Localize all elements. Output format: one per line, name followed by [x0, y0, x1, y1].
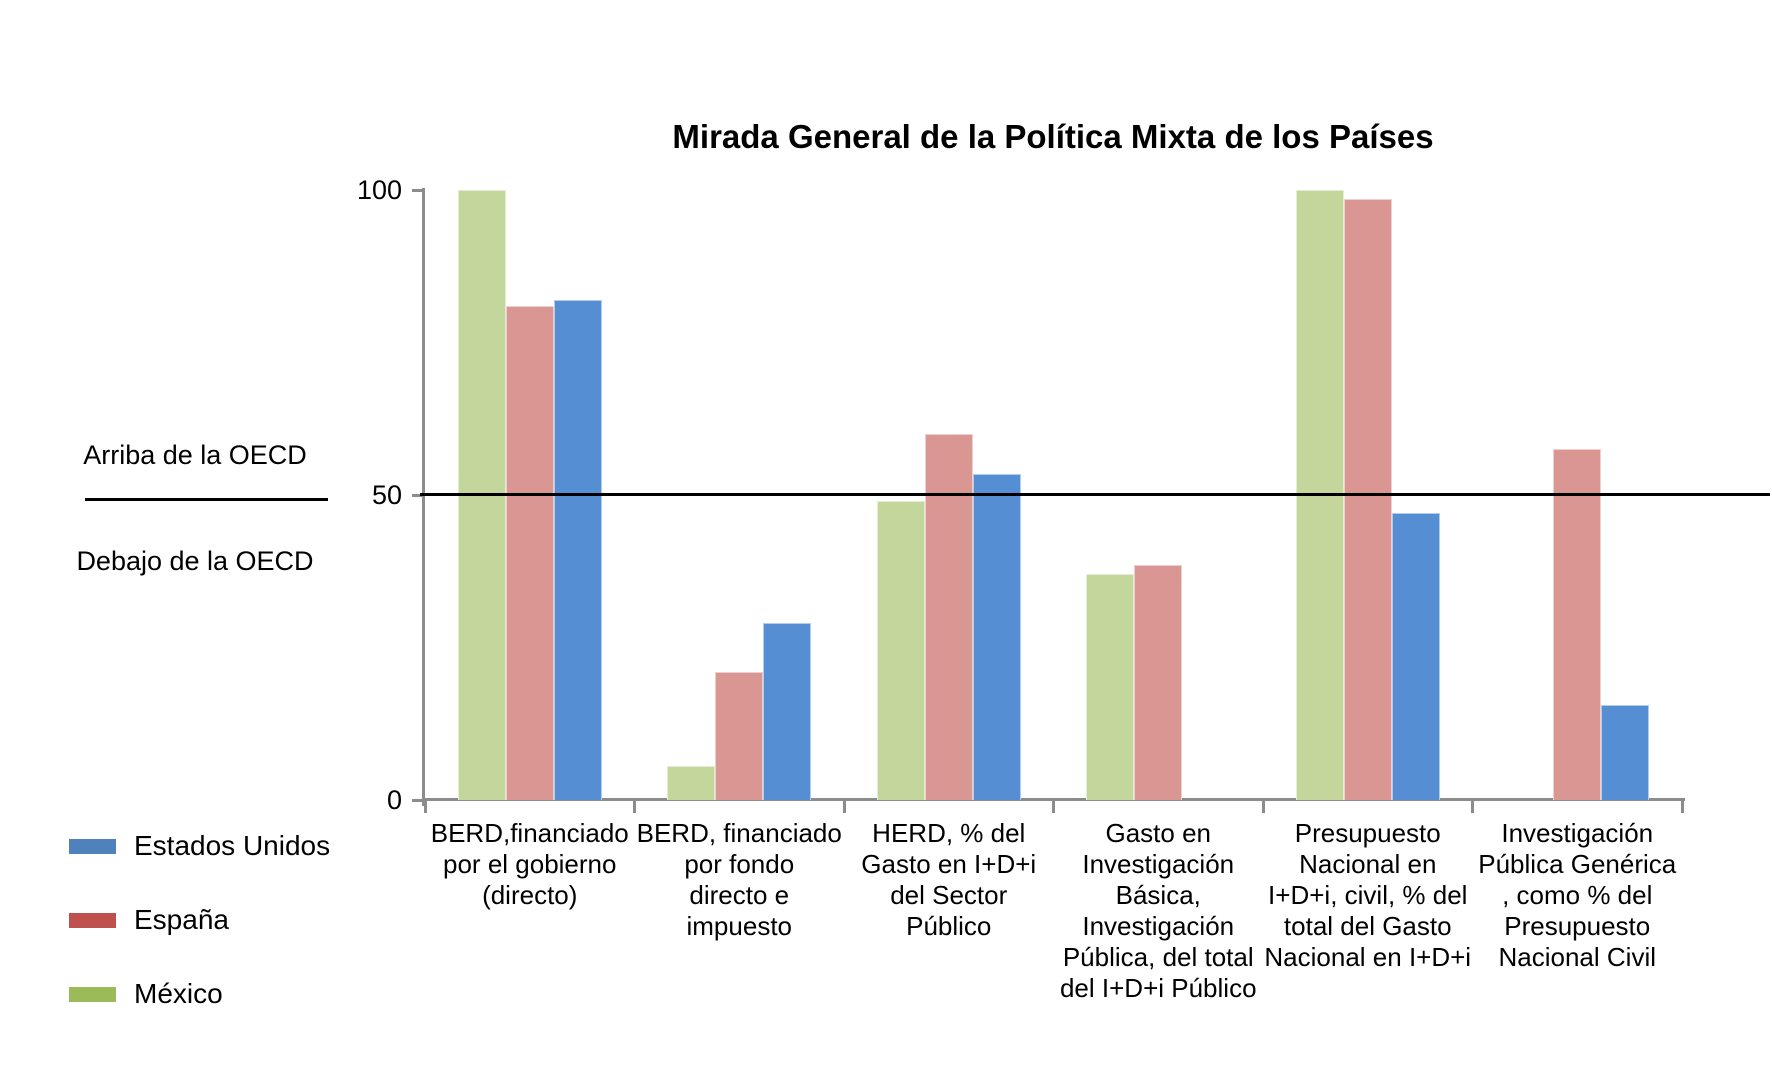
chart-title: Mirada General de la Política Mixta de l… [672, 118, 1434, 155]
above-oecd-label: Arriba de la OECD [83, 440, 307, 470]
x-tick-mark-1 [633, 801, 636, 813]
bar-espana-cat4 [1134, 565, 1183, 800]
bar-espana-cat5 [1343, 199, 1392, 800]
oecd-reference-line [420, 493, 1770, 496]
category-label-6: Investigación Pública Genérica , como % … [1478, 818, 1677, 972]
y-tick-label-0: 0 [386, 785, 402, 815]
legend-label-mexico: México [134, 978, 223, 1009]
y-tick-label-100: 100 [356, 175, 402, 205]
bar-eeuu-cat5 [1391, 513, 1440, 800]
bar-eeuu-cat1 [553, 299, 602, 800]
x-tick-mark-5 [1471, 801, 1474, 813]
category-cell-6: Investigación Pública Genérica , como % … [1473, 190, 1683, 972]
y-tick-mark-0 [412, 798, 423, 802]
y-axis-line [422, 188, 425, 806]
category-cell-4: Gasto en Investigación Básica, Investiga… [1054, 190, 1264, 1003]
bar-eeuu-cat6 [1601, 705, 1650, 800]
category-cell-2: BERD, financiado por fondo directo e imp… [635, 190, 845, 941]
bar-eeuu-cat3 [972, 473, 1021, 800]
x-axis-line [422, 798, 1685, 801]
legend-label-estados-unidos: Estados Unidos [134, 830, 331, 861]
y-tick-mark-100 [412, 188, 423, 192]
bar-espana-cat1 [505, 305, 554, 800]
category-label-3: HERD, % del Gasto en I+D+i del Sector Pú… [861, 818, 1037, 941]
legend-item-espana: España [69, 904, 229, 936]
x-tick-mark-0 [423, 801, 427, 813]
bar-espana-cat3 [924, 434, 973, 800]
bar-mexico-cat3 [876, 501, 925, 800]
legend-item-mexico: México [69, 978, 223, 1010]
y-tick-label-50: 50 [371, 480, 402, 510]
category-label-2: BERD, financiado por fondo directo e imp… [636, 818, 842, 941]
x-tick-mark-3 [1052, 801, 1055, 813]
y-tick-mark-50 [412, 493, 423, 497]
bar-espana-cat6 [1553, 449, 1602, 800]
category-label-1: BERD,financiado por el gobierno (directo… [430, 818, 629, 910]
oecd-reference-line-left-segment [85, 498, 328, 501]
category-label-4: Gasto en Investigación Básica, Investiga… [1059, 818, 1257, 1003]
bar-mexico-cat4 [1086, 574, 1135, 800]
category-cell-3: HERD, % del Gasto en I+D+i del Sector Pú… [844, 190, 1054, 941]
x-tick-mark-4 [1261, 801, 1265, 813]
legend-swatch-espana [69, 912, 116, 928]
legend-label-espana: España [134, 904, 229, 935]
bar-espana-cat2 [715, 671, 764, 800]
x-tick-mark-6 [1680, 801, 1684, 813]
x-tick-mark-2 [842, 801, 846, 813]
legend-item-estados-unidos: Estados Unidos [69, 830, 330, 862]
category-cell-1: BERD,financiado por el gobierno (directo… [425, 190, 635, 910]
bar-mexico-cat2 [667, 766, 716, 800]
legend-swatch-estados-unidos [69, 838, 116, 854]
legend-swatch-mexico [69, 986, 116, 1002]
below-oecd-label: Debajo de la OECD [76, 546, 314, 576]
bar-eeuu-cat2 [763, 623, 812, 800]
category-label-5: Presupuesto Nacional en I+D+i, civil, % … [1264, 818, 1472, 972]
